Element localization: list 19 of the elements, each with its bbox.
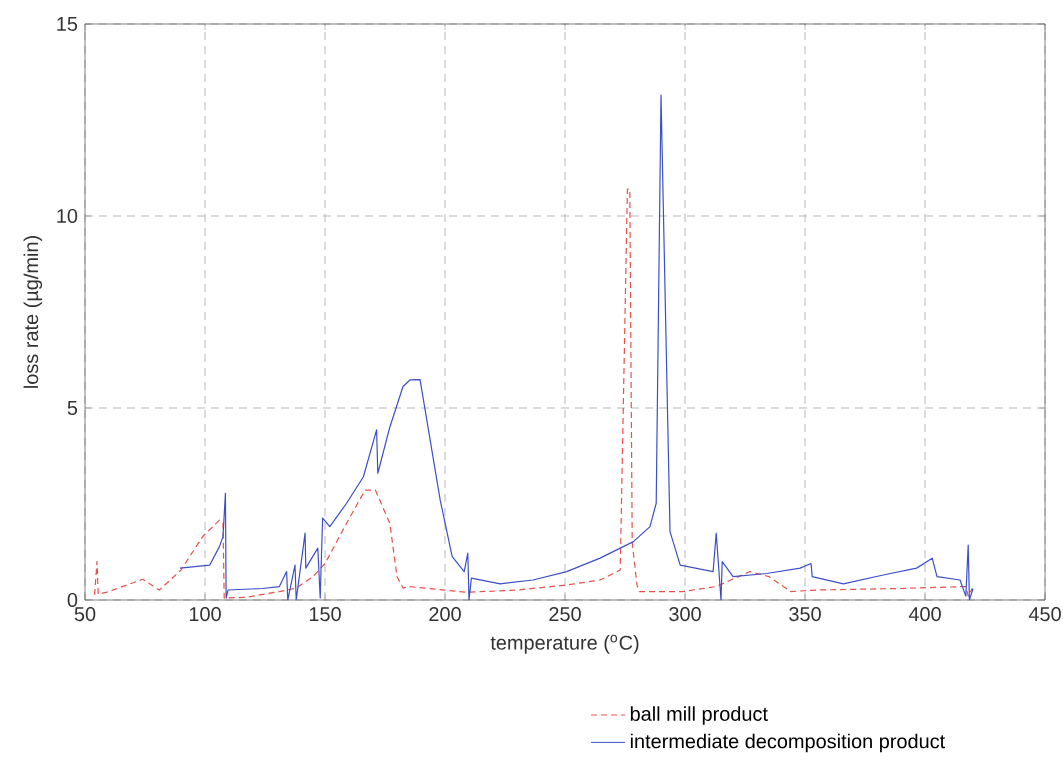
x-tick-label: 150: [309, 607, 341, 622]
x-tick-label: 50: [74, 607, 96, 622]
x-tick-label: 350: [789, 607, 821, 622]
x-tick-label: 300: [669, 607, 701, 622]
x-axis-title: temperature ($^{o}$C): [490, 634, 639, 654]
x-tick-label: 250: [549, 607, 581, 622]
x-tick-label: 100: [189, 607, 221, 622]
y-tick-label: 15: [57, 17, 78, 31]
y-axis-title: loss rate (µg/min): [23, 236, 43, 388]
line-series: [179, 94, 974, 600]
y-tick-label: 0: [67, 592, 78, 608]
legend-label: ball mill product: [630, 706, 768, 725]
x-tick-label: 400: [908, 607, 941, 622]
y-tick-label: 5: [67, 401, 78, 415]
y-tick-label: 10: [57, 208, 78, 224]
legend-label: intermediate decomposition product: [630, 733, 946, 753]
line-series: [94, 188, 973, 599]
x-tick-label: 200: [429, 607, 461, 622]
x-tick-label: 450: [1028, 607, 1061, 622]
